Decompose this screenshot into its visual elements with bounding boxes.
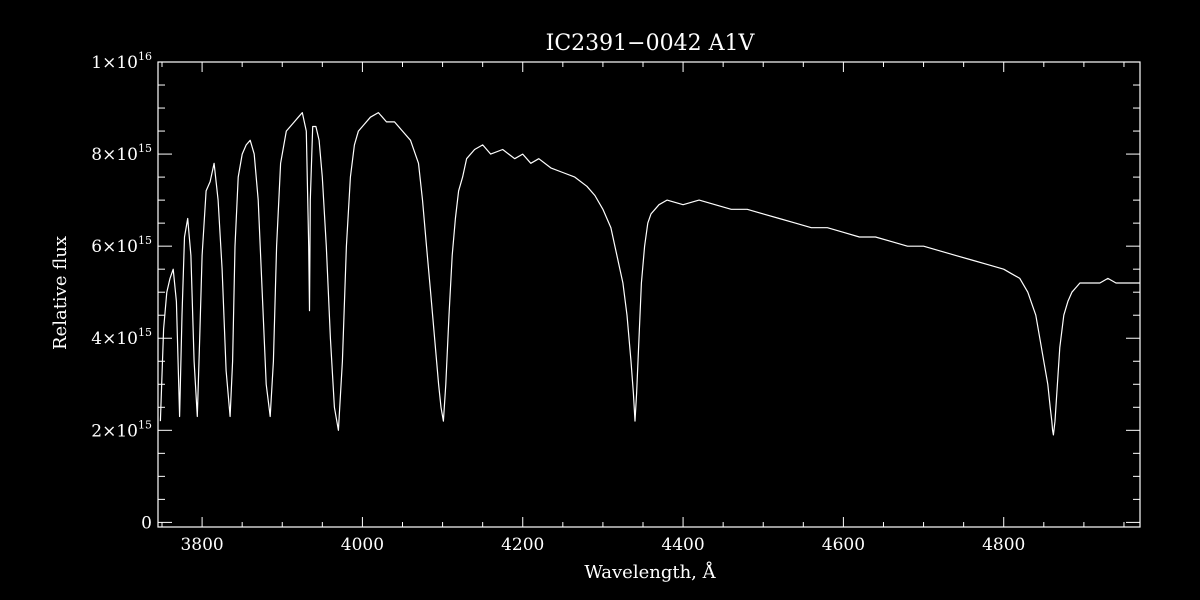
y-tick-label: 2×1015 — [91, 418, 152, 441]
y-axis-label: Relative flux — [50, 236, 71, 350]
plot-frame — [157, 61, 1141, 528]
y-tick-labels: 0 2×1015 4×1015 6×1015 8×1015 1×1016 — [91, 50, 152, 533]
plot-axes — [157, 61, 1141, 528]
y-axis-ticks — [158, 61, 1140, 523]
x-tick-labels: 3800 4000 4200 4400 4600 4800 — [180, 535, 1025, 555]
x-axis-label: Wavelength, Å — [584, 561, 716, 583]
y-tick-label: 6×1015 — [91, 234, 152, 257]
x-tick-label: 4400 — [661, 535, 704, 555]
x-tick-label: 4000 — [341, 535, 384, 555]
x-tick-label: 4200 — [501, 535, 544, 555]
x-axis-ticks — [161, 62, 1125, 527]
spectrum-line — [159, 112, 1140, 436]
y-tick-label: 8×1015 — [91, 142, 152, 165]
x-tick-label: 4800 — [982, 535, 1025, 555]
chart-title: IC2391−0042 A1V — [546, 31, 756, 56]
y-tick-label: 1×1016 — [91, 50, 152, 73]
y-tick-label: 4×1015 — [91, 326, 152, 349]
x-tick-label: 3800 — [180, 535, 223, 555]
y-tick-label: 0 — [141, 513, 152, 533]
x-tick-label: 4600 — [822, 535, 865, 555]
